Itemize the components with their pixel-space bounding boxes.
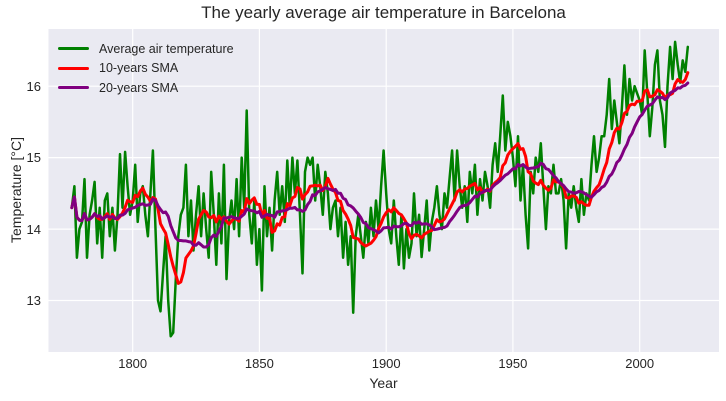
x-tick-label: 1850 bbox=[244, 356, 274, 371]
x-tick-label: 2000 bbox=[625, 356, 655, 371]
legend-label-average-air-temperature: Average air temperature bbox=[99, 41, 234, 56]
y-tick-label: 13 bbox=[26, 293, 41, 308]
legend: Average air temperature 10-years SMA 20-… bbox=[58, 39, 234, 98]
legend-item-20-years-sma: 20-years SMA bbox=[58, 78, 234, 98]
y-tick-label: 16 bbox=[26, 78, 41, 94]
legend-line-swatch-red bbox=[58, 66, 89, 70]
y-tick-label: 15 bbox=[26, 150, 41, 166]
x-tick-label: 1900 bbox=[371, 356, 401, 371]
legend-line-swatch-green bbox=[58, 47, 89, 51]
x-tick-label: 1950 bbox=[498, 356, 528, 371]
x-tick-label: 1800 bbox=[118, 356, 148, 371]
legend-line-swatch-purple bbox=[58, 86, 89, 90]
legend-item-10-years-sma: 10-years SMA bbox=[58, 59, 234, 79]
legend-item-average-air-temperature: Average air temperature bbox=[58, 39, 234, 59]
x-axis-label: Year bbox=[369, 375, 398, 391]
legend-label-10-years-sma: 10-years SMA bbox=[99, 61, 179, 76]
chart-title: The yearly average air temperature in Ba… bbox=[201, 3, 566, 22]
legend-label-20-years-sma: 20-years SMA bbox=[99, 80, 179, 95]
y-tick-label: 14 bbox=[26, 221, 41, 237]
